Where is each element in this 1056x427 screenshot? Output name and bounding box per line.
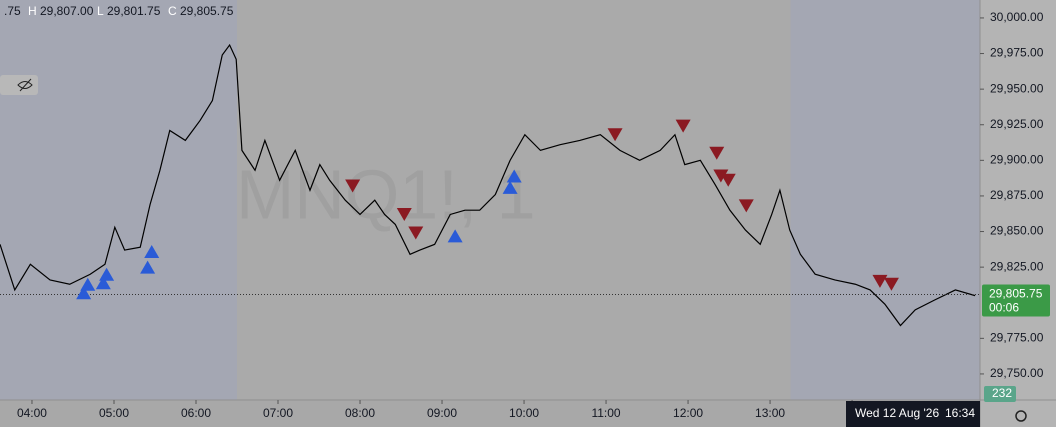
session-band [790,0,980,400]
price-line [0,43,976,327]
x-tick-label: 05:00 [99,406,129,420]
x-tick-label: 09:00 [427,406,457,420]
volume-box [984,386,1016,402]
sell-signal [607,128,623,142]
y-tick-label: 29,950.00 [990,81,1044,95]
settings-button[interactable] [1015,410,1027,422]
legend-high: 29,807.00 [40,4,94,18]
x-tick-label: 07:00 [263,406,293,420]
buy-signal [144,244,160,258]
x-tick-label: 13:00 [755,406,785,420]
legend-close: 29,805.75 [180,4,234,18]
x-tick-label: 06:00 [181,406,211,420]
gear-icon [1015,410,1027,422]
sell-signal [396,207,412,221]
x-tick-label: 12:00 [673,406,703,420]
buy-signal [506,169,522,183]
eye-icon [17,78,33,92]
x-tick-label: 10:00 [509,406,539,420]
volume-label: 232 [992,386,1012,400]
crosshair-box [846,401,980,427]
buy-signal [447,229,463,243]
toggle-box[interactable] [0,75,38,95]
legend-open: .75 [4,4,21,18]
buy-signal [95,276,111,290]
crosshair-time: 16:34 [945,406,975,420]
y-tick-label: 29,925.00 [990,117,1044,131]
legend-close-label: C [168,4,177,18]
last-price-label: 29,805.75 [989,287,1043,301]
buy-signal [76,286,92,300]
buy-signal [140,260,156,274]
time-axis [0,400,980,427]
sell-signal [345,179,361,193]
legend-low-label: L [97,4,104,18]
sell-signal [709,146,725,160]
legend-high-label: H [28,4,37,18]
y-tick-label: 29,975.00 [990,46,1044,60]
sell-signal [713,169,729,183]
y-tick-label: 29,850.00 [990,224,1044,238]
sell-signal [872,274,888,288]
y-tick-label: 29,825.00 [990,259,1044,273]
sell-signal [408,226,424,240]
y-tick-label: 30,000.00 [990,10,1044,24]
crosshair-date: Wed 12 Aug '26 [855,406,939,420]
watermark: MNQ1!, 1 [236,155,536,233]
y-tick-label: 29,900.00 [990,153,1044,167]
visibility-toggle[interactable] [0,75,38,95]
buy-signal [502,180,518,194]
last-price-box [982,284,1050,317]
y-tick-label: 29,775.00 [990,331,1044,345]
session-band [237,0,791,400]
y-tick-label: 29,875.00 [990,188,1044,202]
x-tick-label: 11:00 [591,406,620,420]
session-band [0,0,238,400]
price-axis [980,0,1056,427]
buy-signal [80,277,96,291]
sell-signal [883,277,899,291]
sell-signal [738,199,754,213]
sell-signal [675,119,691,133]
y-tick-label: 29,750.00 [990,366,1044,380]
x-tick-label: 04:00 [17,406,47,420]
sell-signal [720,173,736,187]
x-tick-label: 08:00 [345,406,375,420]
legend-low: 29,801.75 [107,4,161,18]
countdown-label: 00:06 [989,301,1019,315]
buy-signal [99,267,115,281]
